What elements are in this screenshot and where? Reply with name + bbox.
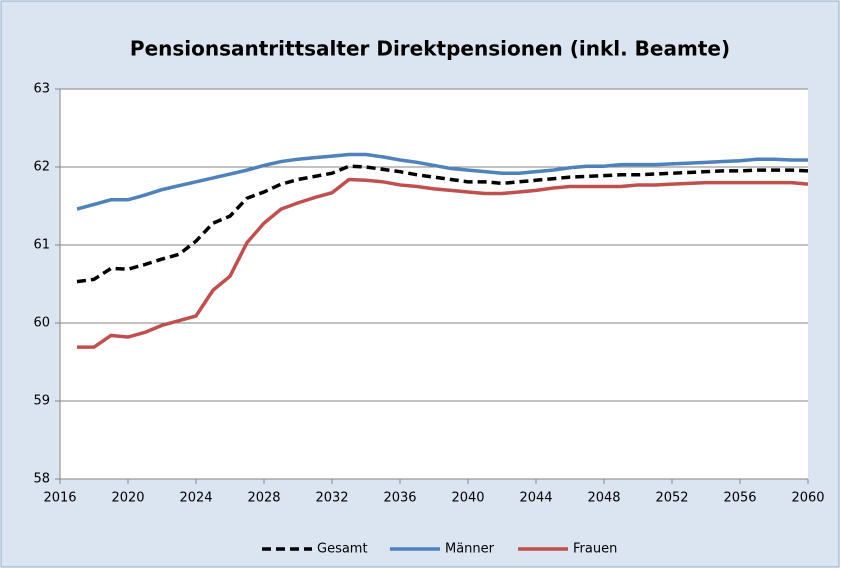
series-line xyxy=(77,177,809,349)
y-tick-label: 62 xyxy=(33,160,50,175)
x-tick-label: 2044 xyxy=(519,491,552,506)
x-tick-label: 2032 xyxy=(315,491,348,506)
y-tick-label: 61 xyxy=(33,238,50,253)
x-tick-label: 2028 xyxy=(247,491,280,506)
y-tick-label: 60 xyxy=(33,316,50,331)
legend-label: Männer xyxy=(445,542,495,557)
x-tick-label: 2052 xyxy=(655,491,688,506)
y-tick-label: 58 xyxy=(33,472,50,487)
x-tick-label: 2048 xyxy=(587,491,620,506)
x-tick-label: 2020 xyxy=(111,491,144,506)
x-tick-label: 2036 xyxy=(383,491,416,506)
y-tick-label: 63 xyxy=(33,82,50,97)
x-tick-label: 2024 xyxy=(179,491,212,506)
y-tick-label: 59 xyxy=(33,394,50,409)
x-tick-label: 2040 xyxy=(451,491,484,506)
series-line xyxy=(76,152,808,211)
legend-label: Gesamt xyxy=(317,542,368,557)
x-tick-label: 2056 xyxy=(723,491,756,506)
series-line xyxy=(76,164,809,284)
legend-label: Frauen xyxy=(573,542,617,557)
x-tick-label: 2060 xyxy=(791,491,824,506)
plot-area xyxy=(60,89,808,479)
chart-title: Pensionsantrittsalter Direktpensionen (i… xyxy=(130,37,730,61)
x-tick-label: 2016 xyxy=(43,491,76,506)
